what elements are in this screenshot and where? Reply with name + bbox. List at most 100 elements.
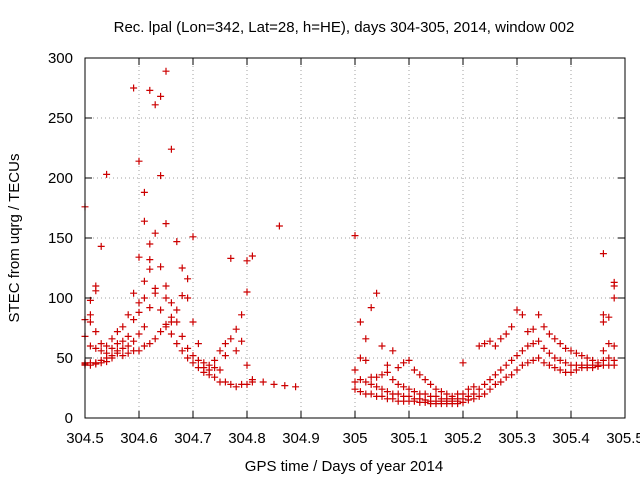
x-tick-label: 304.7 [174, 430, 212, 447]
data-point [416, 371, 424, 379]
data-point [113, 340, 121, 348]
data-point [400, 383, 408, 391]
data-point [157, 92, 165, 100]
data-point [221, 378, 229, 386]
data-point [502, 361, 510, 369]
data-point [178, 264, 186, 272]
data-point [491, 371, 499, 379]
data-point [200, 368, 208, 376]
data-point [248, 252, 256, 260]
data-point [481, 340, 489, 348]
data-point [108, 354, 116, 362]
data-point [97, 242, 105, 250]
y-axis-label: STEC from uqrg / TECUs [6, 154, 23, 323]
data-point [599, 311, 607, 319]
data-point [194, 340, 202, 348]
x-tick-labels: 304.5 304.6 304.7 304.8 304.9 305 305.1 305.2 30… [66, 430, 640, 447]
data-point [405, 356, 413, 364]
data-point [167, 330, 175, 338]
data-point [572, 366, 580, 374]
data-point [540, 344, 548, 352]
data-point [124, 349, 132, 357]
data-point [216, 347, 224, 355]
data-point [410, 388, 418, 396]
data-point [389, 376, 397, 384]
x-tick-label: 305.1 [390, 430, 428, 447]
data-point [162, 220, 170, 228]
data-point [497, 366, 505, 374]
data-point [146, 340, 154, 348]
data-point [529, 325, 537, 333]
data-point [140, 217, 148, 225]
chart-title: Rec. lpal (Lon=342, Lat=28, h=HE), days … [114, 19, 575, 36]
data-point [475, 385, 483, 393]
data-point [556, 366, 564, 374]
data-point [173, 340, 181, 348]
data-point [351, 366, 359, 374]
data-point [151, 335, 159, 343]
data-point [119, 337, 127, 345]
data-point [189, 233, 197, 241]
data-point [367, 380, 375, 388]
data-point [475, 342, 483, 350]
data-point [486, 376, 494, 384]
data-point [529, 356, 537, 364]
data-point [140, 277, 148, 285]
x-tick-label: 304.6 [120, 430, 158, 447]
x-tick-label: 305.4 [552, 430, 590, 447]
data-point [162, 67, 170, 75]
data-point [610, 342, 618, 350]
data-point [437, 388, 445, 396]
data-point [162, 323, 170, 331]
data-point [130, 337, 138, 345]
y-tick-label: 100 [48, 290, 73, 307]
data-point [459, 359, 467, 367]
data-point [227, 380, 235, 388]
data-point [356, 318, 364, 326]
data-point [432, 385, 440, 393]
data-point [464, 396, 472, 404]
y-tick-label: 250 [48, 110, 73, 127]
data-point [151, 101, 159, 109]
data-point [373, 383, 381, 391]
data-point [524, 328, 532, 336]
data-point [491, 380, 499, 388]
data-point [130, 289, 138, 297]
data-point [518, 361, 526, 369]
x-tick-label: 305 [342, 430, 367, 447]
data-point [470, 383, 478, 391]
data-point [140, 294, 148, 302]
data-point [378, 385, 386, 393]
data-point [605, 340, 613, 348]
data-point [481, 390, 489, 398]
data-point [378, 371, 386, 379]
data-point [351, 378, 359, 386]
data-point [545, 349, 553, 357]
data-point [464, 385, 472, 393]
data-point [135, 157, 143, 165]
data-point [211, 356, 219, 364]
data-point [513, 366, 521, 374]
data-point [92, 328, 100, 336]
data-point [421, 398, 429, 406]
data-point [162, 294, 170, 302]
data-point [92, 287, 100, 295]
x-tick-label: 304.5 [66, 430, 104, 447]
data-point [389, 395, 397, 403]
data-point [211, 373, 219, 381]
data-point [119, 323, 127, 331]
data-points [81, 67, 618, 408]
data-point [86, 342, 94, 350]
data-point [524, 359, 532, 367]
data-point [135, 253, 143, 261]
x-axis-label: GPS time / Days of year 2014 [245, 458, 443, 475]
data-point [243, 380, 251, 388]
x-tick-label: 305.3 [498, 430, 536, 447]
data-point [572, 349, 580, 357]
data-point [178, 332, 186, 340]
axis-ticks [84, 57, 626, 419]
data-point [470, 395, 478, 403]
data-point [92, 360, 100, 368]
data-point [135, 299, 143, 307]
